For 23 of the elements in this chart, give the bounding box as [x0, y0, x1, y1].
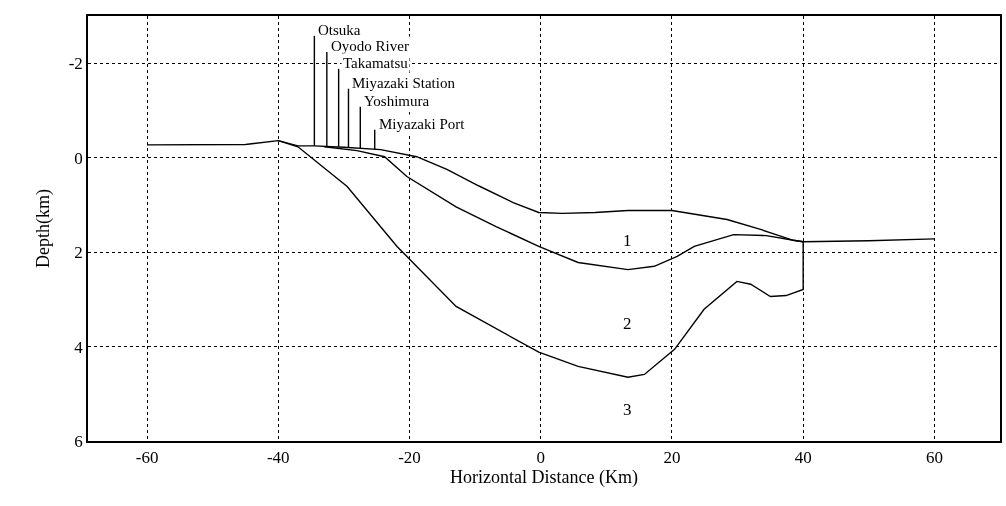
x-tick-label: -40	[266, 448, 290, 468]
y-tick-label: -2	[68, 54, 83, 74]
x-tick-label: 60	[925, 448, 943, 468]
y-tick-label: 0	[74, 148, 83, 168]
x-tick-label: 0	[536, 448, 545, 468]
y-axis-title: Depth(km)	[33, 189, 55, 268]
y-tick-label: 6	[74, 431, 83, 451]
series-label: Takamatsu	[343, 55, 409, 71]
series-label: Miyazaki Port	[379, 116, 466, 132]
annotation: 3	[623, 400, 632, 419]
x-tick-label: -60	[135, 448, 159, 468]
x-tick-label: 20	[663, 448, 681, 468]
series-label: Yoshimura	[364, 93, 430, 109]
series-label: Otsuka	[318, 22, 361, 38]
series-label: Miyazaki Station	[352, 75, 456, 91]
annotation: 2	[623, 314, 632, 333]
annotation: 1	[623, 231, 632, 250]
x-tick-label: -20	[398, 448, 421, 468]
y-tick-label: 2	[74, 243, 83, 263]
x-tick-label: 40	[794, 448, 812, 468]
y-tick-label: 4	[74, 337, 84, 357]
series-label: Oyodo River	[331, 38, 409, 54]
x-axis-title: Horizontal Distance (Km)	[450, 467, 638, 489]
